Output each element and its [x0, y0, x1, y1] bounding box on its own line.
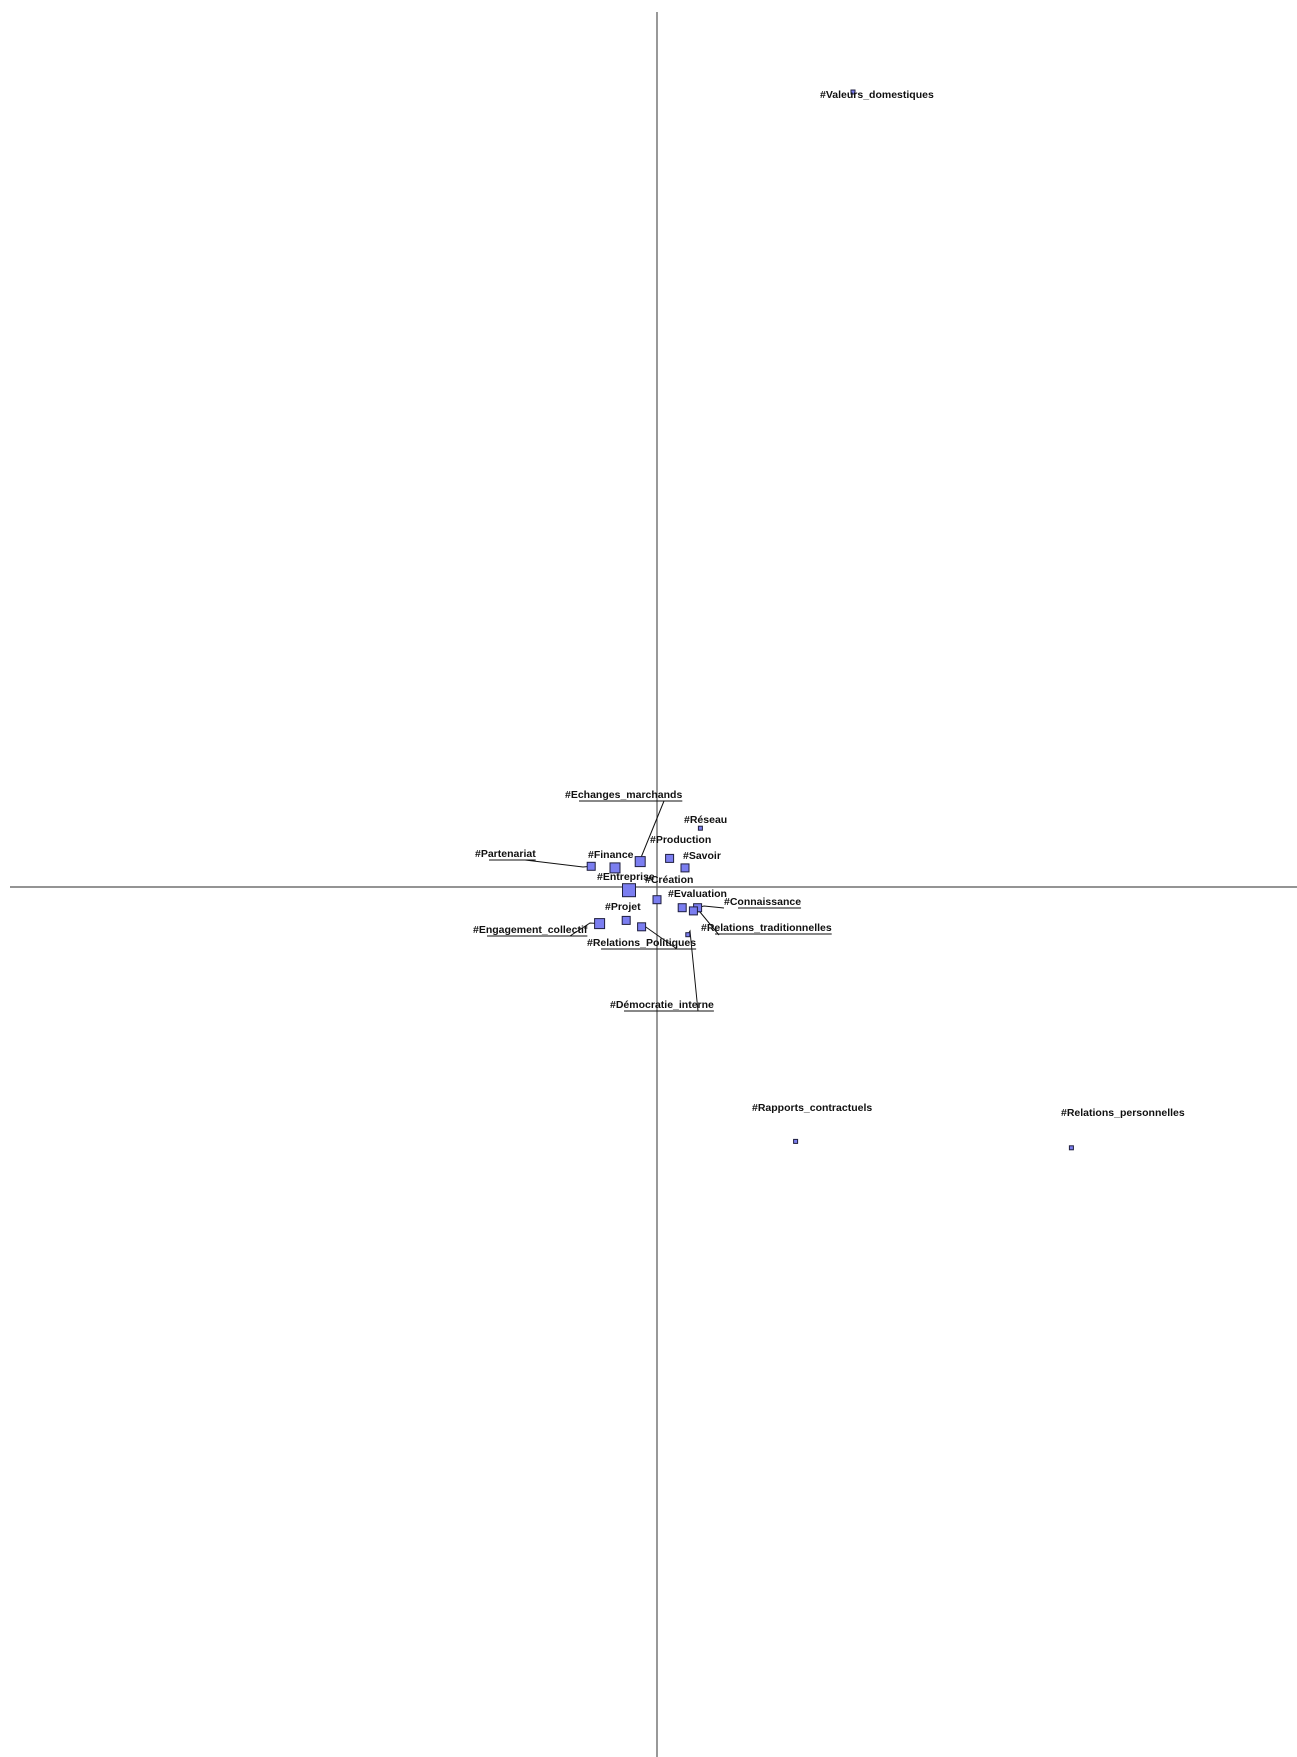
point-marker-entreprise — [622, 883, 636, 898]
point-label-relations-politiques: #Relations_Politiques — [587, 937, 696, 949]
point-marker-rapports-contractuels — [793, 1138, 799, 1144]
point-label-relations-personnelles: #Relations_personnelles — [1061, 1107, 1185, 1119]
point-label-savoir: #Savoir — [683, 850, 721, 862]
point-label-partenariat: #Partenariat — [475, 848, 536, 860]
point-marker-r-seau — [697, 825, 703, 831]
point-marker-projet — [621, 915, 631, 925]
point-marker-d-mocratie-interne — [685, 932, 691, 938]
point-marker-engagement-collectif — [594, 918, 606, 930]
point-labels: #Valeurs_domestiques #Echanges_marchands #… — [473, 89, 1185, 1119]
point-label-echanges-marchands: #Echanges_marchands — [565, 789, 682, 801]
point-marker-relations-traditionnelles — [688, 906, 698, 916]
point-marker-echanges-marchands — [634, 856, 646, 868]
point-marker-partenariat — [586, 861, 596, 871]
point-label-production: #Production — [650, 834, 711, 846]
point-marker-cr-ation — [652, 895, 662, 905]
point-label-projet: #Projet — [605, 901, 641, 913]
point-label-evaluation: #Evaluation — [668, 888, 727, 900]
point-marker-relations-personnelles — [1068, 1145, 1074, 1151]
point-label-finance: #Finance — [588, 849, 634, 861]
point-label-relations-traditionnelles: #Relations_traditionnelles — [701, 922, 832, 934]
point-marker-finance — [609, 862, 621, 874]
point-marker-valeurs-domestiques — [850, 89, 856, 95]
point-label-rapports-contractuels: #Rapports_contractuels — [752, 1102, 872, 1114]
leader-line-echanges-marchands — [639, 800, 665, 862]
leader-line-partenariat — [524, 859, 592, 868]
point-label-r-seau: #Réseau — [684, 814, 727, 826]
point-label-d-mocratie-interne: #Démocratie_interne — [610, 999, 714, 1011]
point-marker-relations-politiques — [637, 922, 647, 932]
point-markers — [586, 89, 1074, 1151]
point-label-entreprise: #Entreprise — [597, 871, 655, 883]
point-label-cr-ation: #Création — [645, 874, 693, 886]
point-marker-savoir — [680, 863, 690, 873]
point-label-valeurs-domestiques: #Valeurs_domestiques — [820, 89, 934, 101]
point-marker-production — [665, 853, 675, 863]
point-label-connaissance: #Connaissance — [724, 896, 801, 908]
point-marker-evaluation — [677, 903, 687, 913]
point-label-engagement-collectif: #Engagement_collectif — [473, 924, 588, 936]
